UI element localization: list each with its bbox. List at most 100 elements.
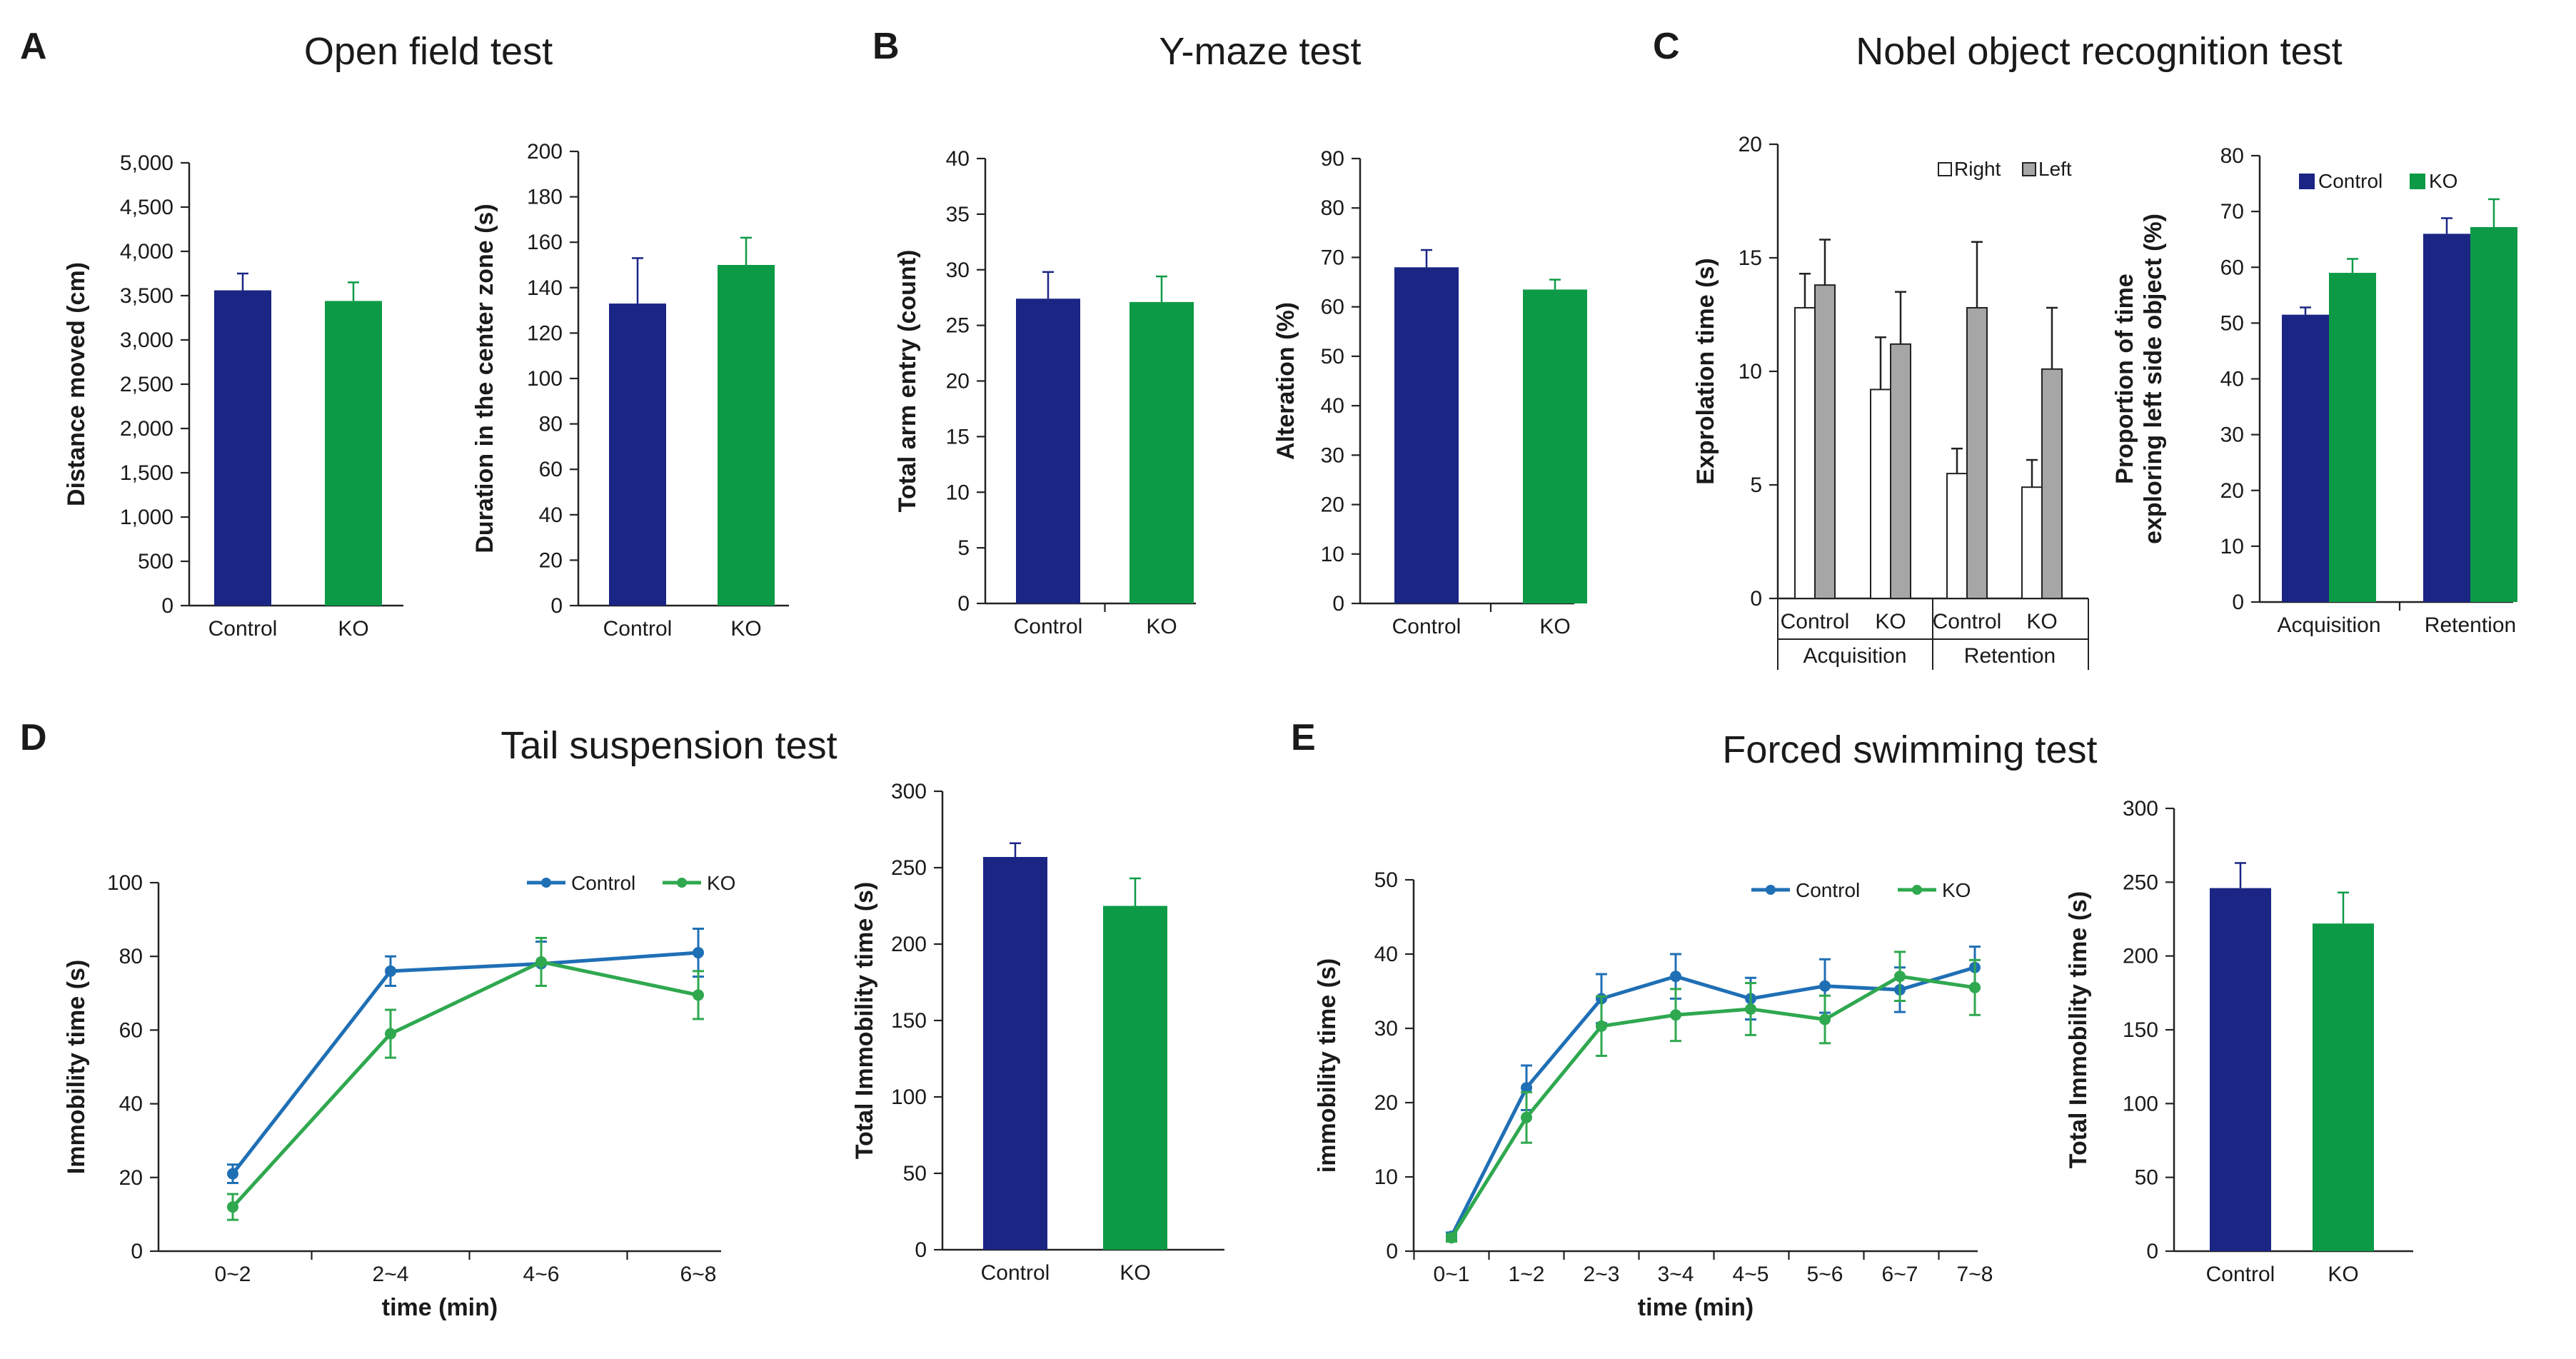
- panel-title-e: Forced swimming test: [1722, 728, 2097, 771]
- y-tick-label: 35: [946, 203, 970, 226]
- x-tick-label: KO: [730, 617, 761, 641]
- y-tick-label: 60: [1321, 296, 1344, 319]
- y-tick-label: 0: [957, 592, 970, 616]
- y-tick-label: 100: [107, 871, 143, 895]
- data-point-control: [385, 965, 396, 977]
- bar-ko: [1129, 301, 1194, 603]
- bar-right: [1794, 306, 1816, 599]
- y-tick-label: 300: [2123, 797, 2158, 821]
- y-tick-label: 20: [1321, 493, 1344, 517]
- y-tick-label: 200: [527, 140, 563, 164]
- x-tick-label: 6~7: [1882, 1263, 1918, 1286]
- data-point-ko: [535, 956, 547, 968]
- x-tick-label: 3~4: [1658, 1263, 1694, 1286]
- y-tick-label: 200: [891, 933, 927, 956]
- y-tick-label: 0: [161, 594, 173, 618]
- y-tick-label: 80: [2220, 144, 2244, 168]
- chart-d1-tail-immobility-line: 0 20 40 60 80 100 Immobility time (s) time (min…: [63, 871, 735, 1321]
- panel-label-b: B: [872, 26, 900, 67]
- y-tick-label: 10: [946, 481, 970, 504]
- x-tick-label: Control: [1933, 610, 2002, 633]
- legend-label-control: Control: [1796, 879, 1860, 901]
- data-point-control: [1670, 971, 1681, 983]
- x-tick-label: KO: [1539, 615, 1570, 638]
- y-tick-label: 1,500: [120, 461, 173, 485]
- x-tick-label: 2~4: [373, 1263, 409, 1286]
- y-tick-label: 30: [946, 259, 970, 282]
- y-tick-label: 0: [1386, 1240, 1398, 1263]
- legend-swatch-ko: [2410, 174, 2425, 189]
- y-tick-label: 180: [527, 186, 563, 209]
- y-tick-label: 150: [891, 1009, 927, 1033]
- y-tick-label: 250: [2123, 871, 2158, 894]
- y-tick-label: 10: [1321, 543, 1344, 566]
- bar-control: [2210, 888, 2271, 1251]
- x-tick-label: KO: [1146, 615, 1177, 638]
- y-tick-label: 0: [2146, 1240, 2158, 1263]
- legend-label-left: Left: [2038, 158, 2072, 180]
- data-point-ko: [1894, 971, 1906, 983]
- bar-control: [609, 304, 666, 606]
- y-axis-label: Exprolation time (s): [1692, 258, 1719, 484]
- y-tick-label: 4,000: [120, 240, 173, 264]
- data-point-ko: [227, 1201, 238, 1213]
- x-tick-label: KO: [1120, 1261, 1150, 1285]
- y-axis-label: Proportion of timeexploring left side ob…: [2111, 214, 2167, 544]
- chart-b1-arm-entry: 0 5 10 15 20 25 30 35 40 Total arm entry (count) C…: [894, 147, 1196, 638]
- y-axis-label: Alteration (%): [1272, 302, 1299, 460]
- y-tick-label: 25: [946, 314, 970, 338]
- data-point-ko: [1969, 981, 1981, 993]
- panel-label-a: A: [20, 26, 47, 67]
- y-tick-label: 200: [2123, 945, 2158, 968]
- y-tick-label: 120: [527, 321, 563, 345]
- x-tick-label: KO: [2026, 610, 2057, 633]
- x-tick-label: 6~8: [680, 1263, 717, 1286]
- group-label: Retention: [1964, 644, 2056, 668]
- x-tick-label: Control: [1014, 615, 1083, 638]
- y-tick-label: 20: [1374, 1091, 1398, 1115]
- bar-ko: [2470, 227, 2517, 602]
- legend-swatch-control: [2299, 174, 2315, 189]
- legend-marker-control: [1766, 885, 1776, 895]
- data-point-ko: [1670, 1009, 1681, 1021]
- y-tick-label: 2,000: [120, 417, 173, 441]
- bar-control: [214, 290, 271, 606]
- panel-label-d: D: [20, 717, 47, 758]
- y-tick-label: 30: [2220, 423, 2244, 447]
- bar-right: [1870, 388, 1891, 599]
- x-tick-label: 4~5: [1733, 1263, 1769, 1286]
- x-tick-label: 0~2: [215, 1263, 251, 1286]
- y-tick-label: 3,000: [120, 329, 173, 352]
- data-point-ko: [385, 1028, 396, 1040]
- y-tick-label: 60: [539, 458, 563, 481]
- data-point-ko: [1819, 1013, 1831, 1025]
- bar-control: [1016, 299, 1080, 603]
- bar-control: [983, 857, 1047, 1250]
- bar-left: [2041, 368, 2063, 599]
- x-tick-label: Control: [1392, 615, 1461, 638]
- legend-swatch-right: [1938, 162, 1952, 176]
- x-tick-label: 7~8: [1957, 1263, 1993, 1286]
- legend-label-control: Control: [2318, 170, 2383, 192]
- y-tick-label: 90: [1321, 147, 1344, 171]
- y-tick-label: 0: [915, 1238, 927, 1262]
- bar-control: [2423, 234, 2470, 602]
- bar-ko: [2329, 273, 2376, 602]
- panel-title-c: Nobel object recognition test: [1856, 30, 2342, 73]
- bar-ko: [1523, 289, 1587, 603]
- y-tick-label: 0: [1332, 592, 1344, 616]
- data-point-ko: [1596, 1020, 1607, 1032]
- group-label: Acquisition: [1803, 644, 1906, 668]
- x-tick-label: Retention: [2425, 613, 2516, 637]
- y-tick-label: 20: [2220, 479, 2244, 503]
- x-tick-label: 5~6: [1807, 1263, 1843, 1286]
- series-line-ko: [1449, 974, 1976, 1239]
- y-tick-label: 4,500: [120, 196, 173, 219]
- chart-e2-swim-total-immobility: 0 50 100 150 200 250 300 Total Immobility time …: [2065, 797, 2413, 1286]
- y-tick-label: 100: [891, 1085, 927, 1109]
- y-tick-label: 0: [1750, 587, 1762, 611]
- x-axis-label: time (min): [382, 1294, 498, 1321]
- x-tick-label: Control: [208, 617, 278, 641]
- y-tick-label: 15: [946, 425, 970, 448]
